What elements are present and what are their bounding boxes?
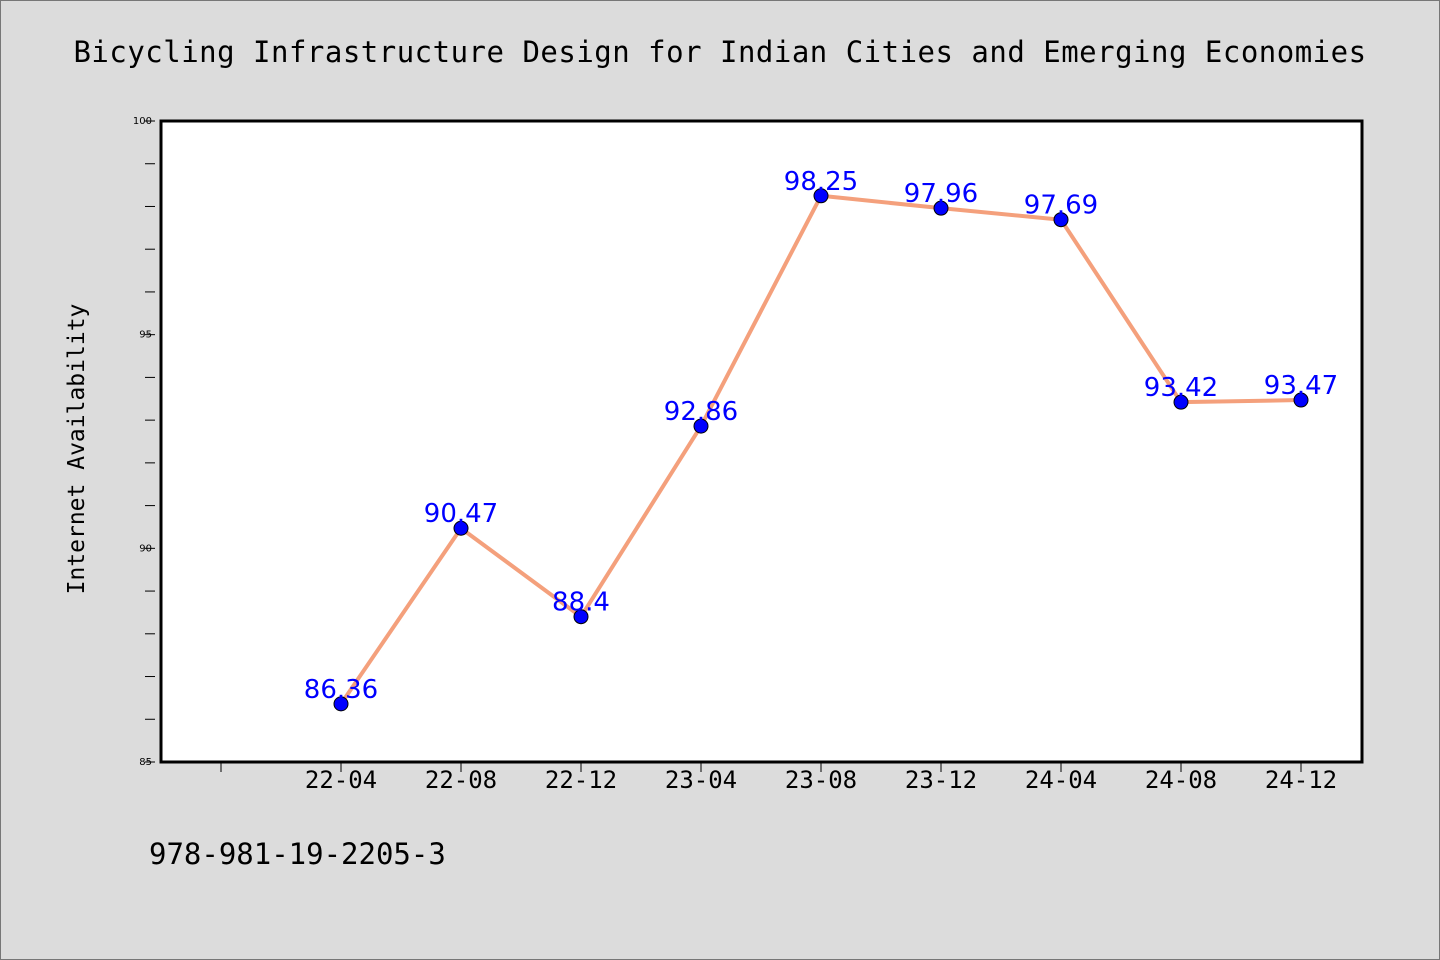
- data-label: 92.86: [664, 397, 738, 427]
- y-tick-label: 95: [139, 330, 152, 341]
- data-point: [453, 520, 469, 536]
- x-tick-label: 23-08: [785, 766, 857, 794]
- y-tick-label: 90: [139, 543, 152, 554]
- data-label: 88.4: [552, 588, 610, 618]
- data-point: [813, 188, 829, 204]
- x-tick-label: 23-04: [665, 766, 737, 794]
- isbn-text: 978-981-19-2205-3: [149, 837, 446, 871]
- data-label: 86.36: [304, 675, 378, 705]
- x-tick-label: 22-04: [305, 766, 377, 794]
- plot-area: [161, 121, 1362, 762]
- y-tick-label: 100: [133, 116, 152, 127]
- plot-border: [159, 119, 1364, 764]
- data-point: [333, 696, 349, 712]
- chart-title: Bicycling Infrastructure Design for Indi…: [73, 35, 1367, 69]
- data-label: 98.25: [784, 167, 858, 197]
- data-label: 93.47: [1264, 371, 1338, 401]
- x-tick-label: 24-08: [1145, 766, 1217, 794]
- data-point: [1173, 394, 1189, 410]
- data-point: [1053, 212, 1069, 228]
- data-point: [573, 609, 589, 625]
- y-tick-label: 85: [139, 757, 152, 768]
- x-tick-label: 24-04: [1025, 766, 1097, 794]
- data-point: [693, 418, 709, 434]
- x-tick-label: 22-08: [425, 766, 497, 794]
- data-point: [933, 200, 949, 216]
- data-label: 90.47: [424, 499, 498, 529]
- x-tick-label: 22-12: [545, 766, 617, 794]
- data-label: 97.96: [904, 179, 978, 209]
- data-label: 93.42: [1144, 373, 1218, 403]
- x-tick-label: 24-12: [1265, 766, 1337, 794]
- x-tick-label: 23-12: [905, 766, 977, 794]
- data-label: 97.69: [1024, 191, 1098, 221]
- data-point: [1293, 392, 1309, 408]
